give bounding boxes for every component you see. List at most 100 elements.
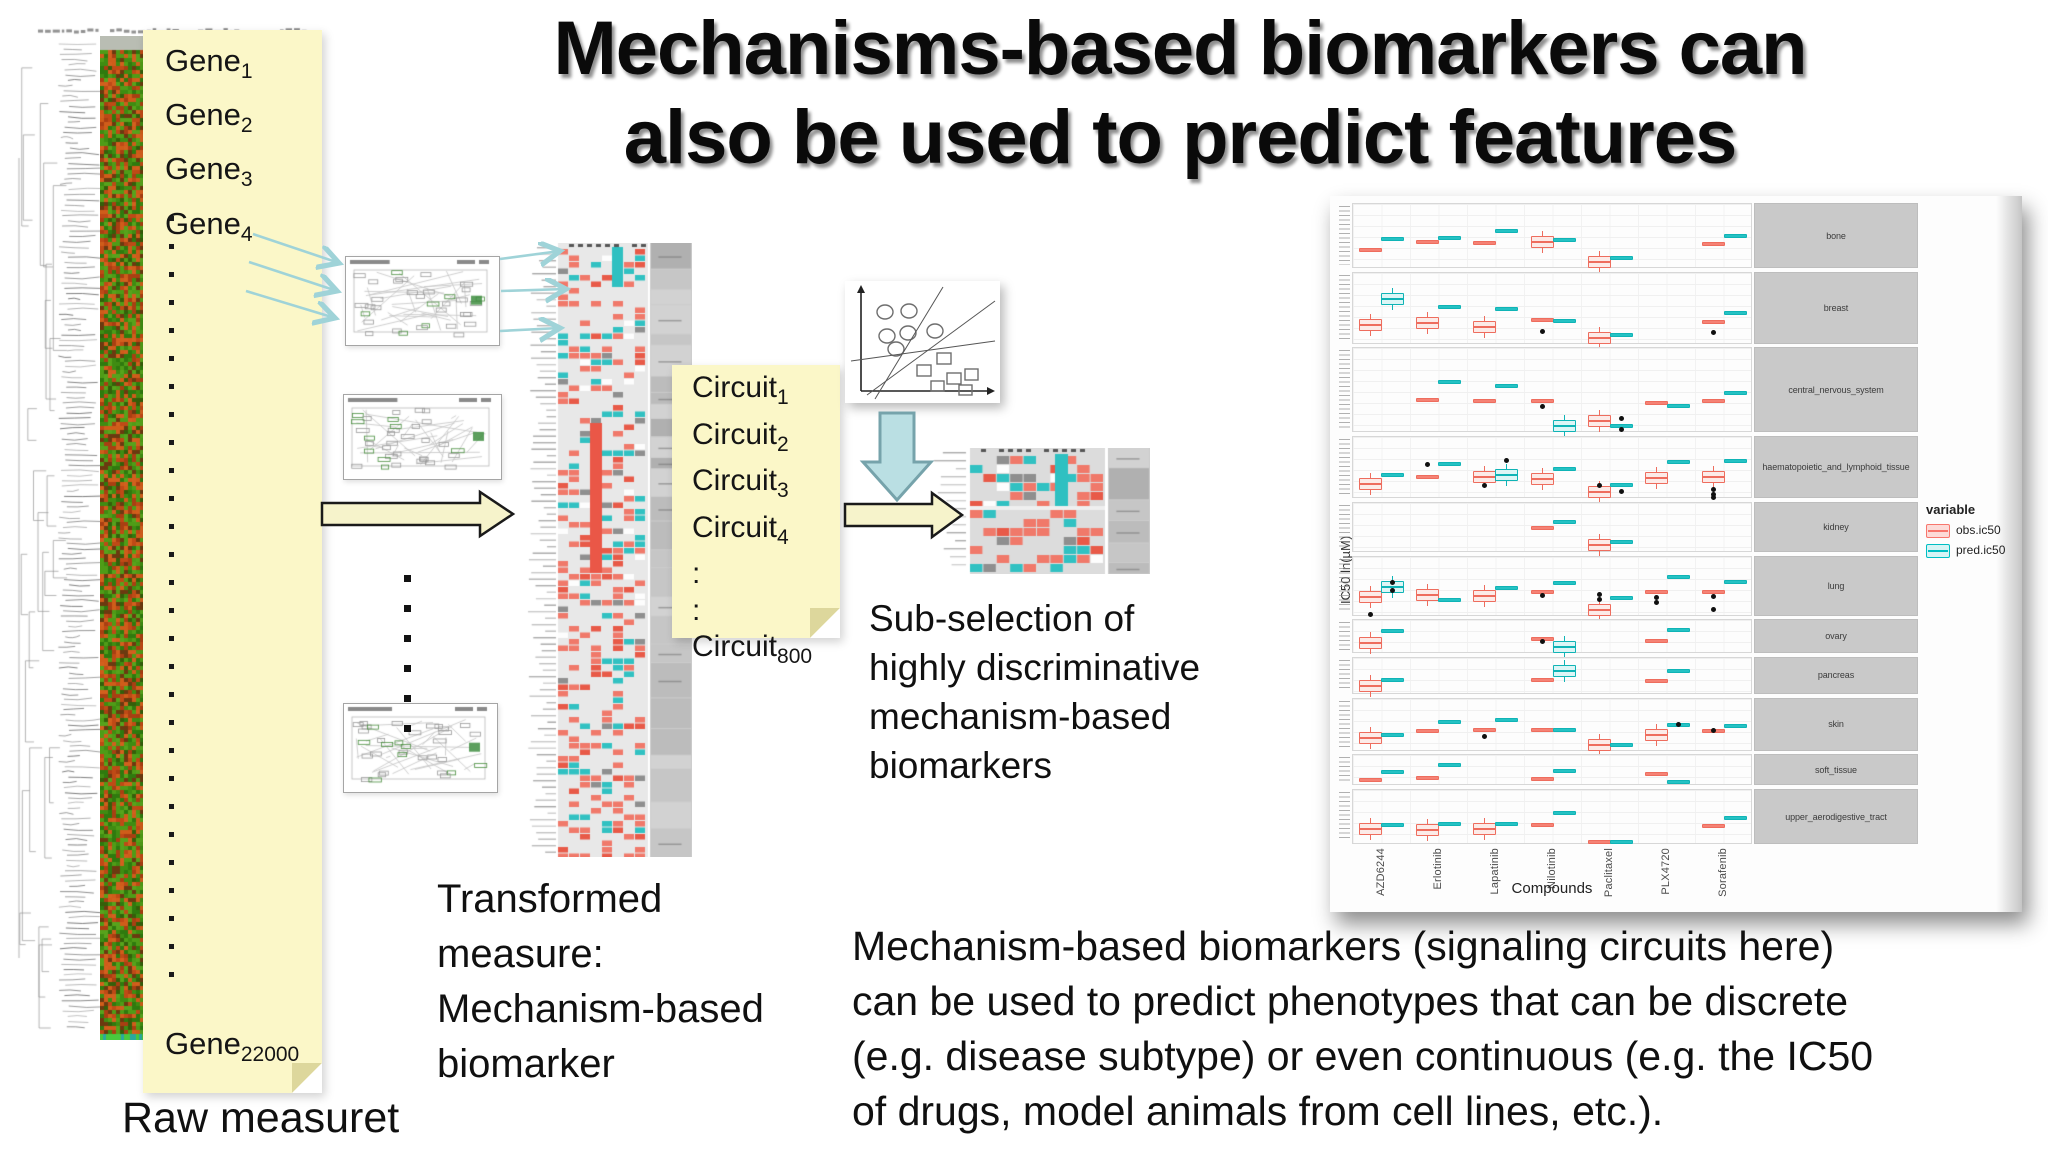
facet-row: central_nervous_system: [1330, 347, 2022, 438]
boxplot-mark-pred: [1381, 677, 1405, 682]
ellipsis-dot: [169, 468, 174, 473]
y-tick-marks: [1339, 622, 1350, 651]
boxplot-mark-pred: [1609, 332, 1633, 337]
boxplot-mark-pred: [1438, 462, 1462, 467]
boxplot-mark-obs: [1701, 589, 1725, 594]
ellipsis-dot: [169, 524, 174, 529]
boxplot-mark-pred: [1438, 821, 1462, 826]
legend-title: variable: [1926, 502, 1976, 517]
slide-title: Mechanisms-based biomarkers can also be …: [330, 4, 2030, 182]
gene-dendrogram: [14, 38, 100, 1038]
ellipsis-dot: [169, 972, 174, 977]
median-line: [1588, 743, 1610, 746]
boxplot-mark-obs: [1644, 400, 1668, 405]
ellipsis-dot: [169, 832, 174, 837]
outlier-dot: [1504, 458, 1510, 464]
y-tick-marks: [1339, 350, 1350, 430]
whisker: [1563, 660, 1565, 667]
ellipsis-dot: [169, 608, 174, 613]
label-subscript: 800: [777, 645, 813, 668]
median-line: [1360, 641, 1382, 644]
whisker: [1563, 652, 1565, 659]
boxplot-mark-pred: [1609, 482, 1633, 487]
whisker: [1541, 468, 1543, 475]
whisker: [1484, 600, 1486, 607]
outlier-dot: [1539, 404, 1545, 410]
whisker: [1484, 466, 1486, 473]
boxplot-mark-obs: [1530, 677, 1554, 682]
circuit-ellipsis: :: [692, 557, 701, 590]
boxplot-mark-pred: [1495, 821, 1519, 826]
whisker: [1541, 484, 1543, 491]
outlier-dot: [1618, 415, 1624, 421]
boxplot-mark-pred: [1723, 233, 1747, 238]
boxplot-mark-pred: [1609, 595, 1633, 600]
median-line: [1588, 608, 1610, 611]
whisker: [1598, 425, 1600, 432]
median-line: [1531, 478, 1553, 481]
facet-row: soft_tissue: [1330, 754, 2022, 786]
circuit-label: Circuit800: [692, 629, 812, 676]
boxplot-mark-pred: [1381, 769, 1405, 774]
boxplot-mark-obs: [1359, 585, 1383, 608]
whisker: [1598, 733, 1600, 740]
outlier-dot: [1710, 594, 1716, 600]
outlier-dot: [1710, 491, 1716, 497]
facet-row: haematopoietic_and_lymphoid_tissue: [1330, 436, 2022, 504]
boxplot-mark-obs: [1359, 817, 1383, 840]
whisker: [1427, 599, 1429, 606]
boxplot-mark-pred: [1495, 585, 1519, 590]
boxplot-mark-pred: [1438, 380, 1462, 385]
ellipsis-dot: [169, 216, 174, 221]
whisker: [1484, 332, 1486, 339]
outlier-dot: [1390, 587, 1396, 593]
boxplot-mark-obs: [1473, 241, 1497, 245]
ellipsis-dot: [169, 300, 174, 305]
ellipsis-dot: [169, 496, 174, 501]
facet-panel: [1352, 619, 1752, 659]
outlier-dot: [1710, 329, 1716, 335]
y-tick-marks: [1339, 700, 1350, 748]
label-base: Circuit: [692, 630, 778, 663]
boxplot-mark-pred: [1609, 742, 1633, 747]
boxplot-mark-obs: [1530, 318, 1554, 323]
boxplot-mark-obs: [1587, 409, 1611, 432]
median-line: [1588, 491, 1610, 494]
circuit-label-list: Circuit1 Circuit2 Circuit3 Circuit4:: Circui…: [692, 370, 812, 676]
facet-row: breast: [1330, 271, 2022, 349]
whisker: [1563, 431, 1565, 438]
boxplot-mark-pred: [1495, 383, 1519, 388]
whisker: [1370, 631, 1372, 638]
boxplot-mark-obs: [1587, 840, 1611, 844]
median-line: [1382, 297, 1404, 300]
boxplot-mark-pred: [1438, 719, 1462, 724]
gene-note: Gene1 Gene2 Gene3 Gene4 Gene22000: [143, 30, 322, 1093]
ellipsis-dot: [169, 636, 174, 641]
whisker: [1563, 676, 1565, 683]
paragraph-line: of drugs, model animals from cell lines,…: [852, 1088, 1664, 1134]
facet-panel: [1352, 555, 1752, 621]
ellipsis-dot: [169, 860, 174, 865]
whisker: [1392, 287, 1394, 294]
label-subscript: 4: [240, 222, 253, 246]
whisker: [1598, 409, 1600, 416]
whisker: [1392, 303, 1394, 310]
boxplot-mark-obs: [1416, 728, 1440, 733]
boxplot-mark-obs: [1530, 777, 1554, 782]
median-line: [1360, 685, 1382, 688]
boxplot-mark-pred: [1495, 229, 1519, 234]
facet-row: lung: [1330, 555, 2022, 621]
gene-label: Gene3: [165, 147, 253, 201]
boxplot-mark-obs: [1701, 242, 1725, 247]
facet-strip-label: bone: [1754, 203, 1918, 268]
whisker: [1370, 601, 1372, 608]
x-axis-title: Compounds: [1511, 880, 1593, 897]
boxplot-mark-pred: [1609, 840, 1633, 844]
median-line: [1645, 734, 1667, 737]
whisker: [1484, 316, 1486, 323]
boxplot-mark-obs: [1359, 473, 1383, 496]
gene-expression-heatmap: [100, 36, 148, 1040]
ellipsis-dot: [169, 916, 174, 921]
whisker: [1427, 583, 1429, 590]
slide-title-line-1: Mechanisms-based biomarkers can: [553, 6, 1807, 91]
